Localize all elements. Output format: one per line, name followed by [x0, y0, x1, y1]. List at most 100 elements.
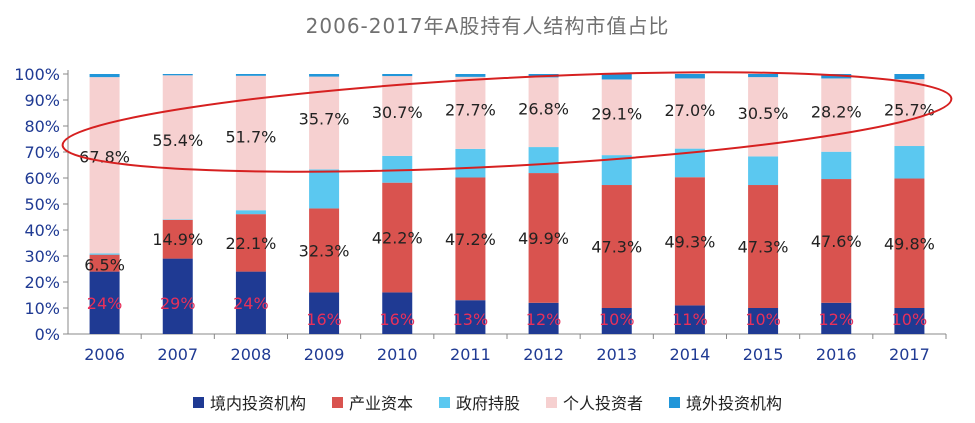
x-tick-label: 2016: [816, 345, 857, 364]
y-tick-label: 30%: [24, 247, 60, 266]
bar-segment: [455, 300, 486, 334]
bar-segment: [162, 74, 193, 76]
legend-label: 境内投资机构: [209, 394, 306, 413]
data-label: 10%: [892, 310, 928, 329]
bar-segment: [894, 178, 925, 308]
bar-segment: [89, 77, 120, 254]
bar-segment: [455, 177, 486, 301]
y-tick-label: 60%: [24, 169, 60, 188]
data-label: 49.9%: [518, 229, 569, 248]
bar-segment: [748, 185, 779, 308]
data-label: 30.7%: [372, 103, 423, 122]
bar-segment: [601, 185, 632, 308]
data-label: 10%: [599, 310, 635, 329]
x-tick-label: 2011: [450, 345, 491, 364]
bar-segment: [162, 258, 193, 334]
bar-segment: [528, 173, 559, 303]
data-label: 24%: [233, 294, 269, 313]
legend-item: 政府持股: [438, 390, 520, 414]
data-label: 27.0%: [665, 101, 716, 120]
data-label: 12%: [526, 310, 562, 329]
bar-segment: [528, 77, 559, 148]
data-label: 26.8%: [518, 100, 569, 119]
y-tick-label: 0%: [35, 325, 60, 344]
stacked-bar-chart: 0% 10% 20% 30% 40% 50% 60% 70% 80% 90% 100% 2006 200…: [14, 65, 953, 364]
y-tick-label: 80%: [24, 117, 60, 136]
legend-item: 产业资本: [331, 390, 413, 414]
bar-segment: [455, 74, 486, 77]
bar-segment: [821, 151, 852, 180]
y-tick-label: 100%: [14, 65, 60, 84]
data-label: 47.6%: [811, 232, 862, 251]
legend-label: 政府持股: [455, 394, 520, 413]
x-tick-label: 2010: [377, 345, 418, 364]
bar-segment: [601, 74, 632, 80]
y-tick-label: 70%: [24, 143, 60, 162]
data-label: 16%: [306, 310, 342, 329]
data-label: 13%: [453, 310, 489, 329]
data-label: 55.4%: [152, 131, 203, 150]
data-label: 32.3%: [299, 241, 350, 260]
bar-segment: [235, 214, 266, 272]
data-label: 29%: [160, 294, 196, 313]
data-label: 67.8%: [79, 147, 130, 166]
data-label: 14.9%: [152, 230, 203, 249]
bar-segment: [162, 219, 193, 259]
highlight-ellipse: [61, 71, 953, 173]
data-label: 16%: [379, 310, 415, 329]
data-label: 51.7%: [226, 127, 277, 146]
data-label: 10%: [745, 310, 781, 329]
bar-segment: [309, 74, 340, 77]
bar-segment: [89, 253, 120, 255]
y-tick-label: 10%: [24, 299, 60, 318]
data-label: 25.7%: [884, 100, 935, 119]
data-label: 47.2%: [445, 230, 496, 249]
bar-segment: [601, 79, 632, 156]
x-tick-label: 2006: [84, 345, 125, 364]
bar-segment: [894, 74, 925, 80]
bar-segment: [674, 78, 705, 149]
data-label: 11%: [672, 310, 708, 329]
bar-segment: [309, 169, 340, 209]
legend-label: 境外投资机构: [686, 394, 783, 413]
legend-swatch: [331, 396, 343, 408]
bar-segment: [894, 308, 925, 334]
bar-segment: [748, 156, 779, 186]
bar-segment: [894, 146, 925, 179]
x-tick-label: 2009: [304, 345, 345, 364]
bar-segment: [748, 308, 779, 334]
chart-title: 2006-2017年A股持有人结构市值占比: [305, 14, 670, 38]
bar-segment: [382, 76, 413, 156]
legend-swatch: [546, 396, 557, 408]
bar-segment: [235, 271, 266, 334]
bar-segment: [235, 74, 266, 76]
data-label: 47.3%: [591, 238, 642, 257]
y-tick-label: 40%: [24, 221, 60, 240]
data-label: 49.8%: [884, 234, 935, 253]
legend-label: 产业资本: [348, 394, 413, 413]
bar-segment: [89, 271, 120, 334]
bar-segment: [309, 208, 340, 293]
data-label: 12%: [818, 310, 854, 329]
bar-segment: [528, 302, 559, 334]
bar-segment: [455, 148, 486, 178]
bar-segment: [674, 305, 705, 334]
bar-segment: [821, 78, 852, 152]
bar-segment: [674, 74, 705, 79]
data-label: 49.3%: [665, 232, 716, 251]
bar-segment: [382, 292, 413, 334]
bar-segment: [528, 147, 559, 174]
data-label: 42.2%: [372, 229, 423, 248]
legend-label: 个人投资者: [563, 394, 644, 413]
data-label: 28.2%: [811, 102, 862, 121]
x-tick-label: 2015: [743, 345, 784, 364]
bar-segment: [455, 76, 486, 149]
x-tick-label: 2007: [157, 345, 198, 364]
bar-segment: [821, 302, 852, 334]
data-label: 27.7%: [445, 100, 496, 119]
legend-item: 个人投资者: [546, 390, 643, 414]
legend-swatch: [192, 396, 204, 408]
y-tick-label: 90%: [24, 91, 60, 110]
legend: 境内投资机构 产业资本 政府持股 个人投资者 境外投资机构: [0, 390, 975, 414]
x-tick-label: 2008: [231, 345, 272, 364]
